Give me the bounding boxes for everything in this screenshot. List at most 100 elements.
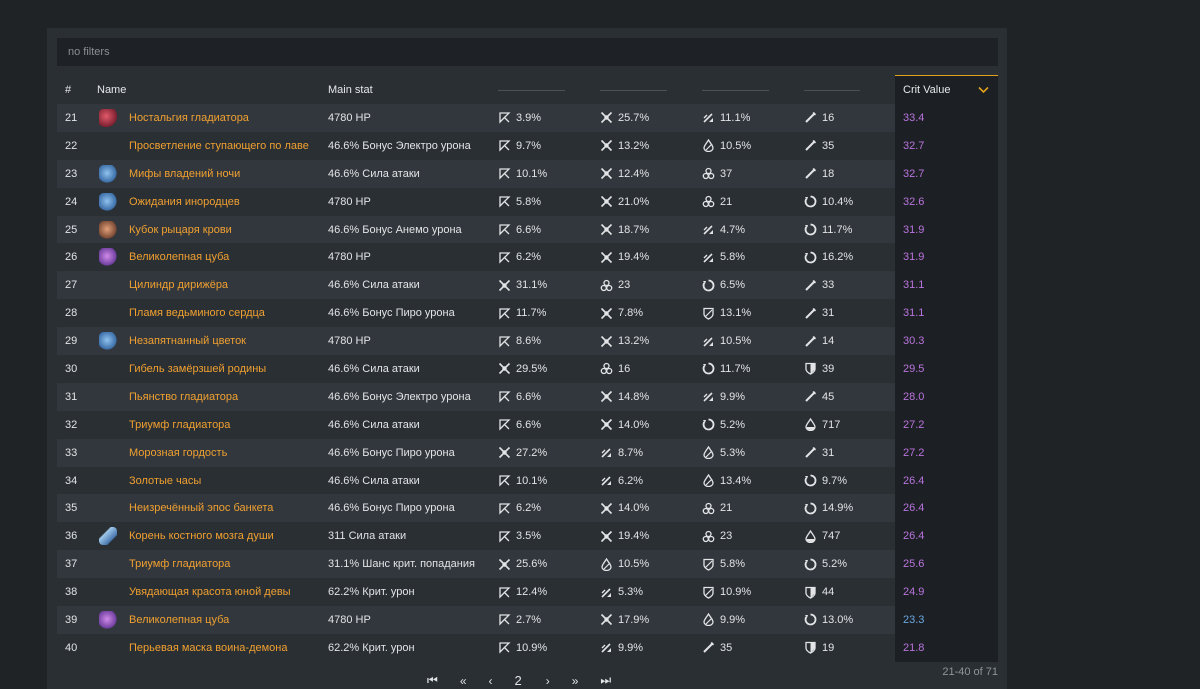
- col-header-substat-3[interactable]: [702, 76, 804, 105]
- substat-value: 8.7%: [618, 446, 644, 459]
- artifact-name-cell[interactable]: Ностальгия гладиатора: [97, 104, 328, 132]
- current-page[interactable]: 2: [514, 673, 522, 688]
- artifact-name-cell[interactable]: Пьянство гладиатора: [97, 382, 328, 411]
- last-page-button[interactable]: ⏭: [600, 673, 612, 687]
- substat-value: 35: [822, 139, 835, 152]
- artifact-name[interactable]: Гибель замёрзшей родины: [129, 362, 267, 375]
- artifact-name-cell[interactable]: Незапятнанный цветок: [97, 327, 328, 356]
- artifact-name-cell[interactable]: Цилиндр дирижёра: [97, 271, 328, 300]
- row-number: 22: [57, 131, 97, 160]
- substat-value: 23: [618, 279, 631, 292]
- col-header-main-stat[interactable]: Main stat: [328, 83, 373, 96]
- artifact-name[interactable]: Пламя ведьминого сердца: [129, 307, 265, 320]
- table-row[interactable]: 23 Мифы владений ночи 46.6% Сила атаки 10.1…: [57, 159, 998, 188]
- artifact-name-cell[interactable]: Золотые часы: [97, 466, 328, 495]
- table-row[interactable]: 21 Ностальгия гладиатора 4780 HP 3.9% 25.7% 1…: [57, 104, 998, 132]
- col-header-substat-2[interactable]: [600, 76, 702, 105]
- artifact-name[interactable]: Увядающая красота юной девы: [129, 586, 291, 599]
- next-fast-button[interactable]: »: [571, 673, 579, 688]
- col-header-number[interactable]: #: [65, 83, 72, 96]
- artifact-name-cell[interactable]: Морозная гордость: [97, 438, 328, 467]
- substat-value: 747: [822, 530, 841, 543]
- substat-value: 13.1%: [720, 307, 752, 320]
- table-row[interactable]: 40 Перьевая маска воина-демона 62.2% Крит.…: [57, 633, 998, 662]
- artifact-name[interactable]: Великолепная цуба: [129, 251, 230, 264]
- crit-dmg-icon: [600, 139, 618, 152]
- table-row[interactable]: 29 Незапятнанный цветок 4780 HP 8.6% 13.2% 10…: [57, 327, 998, 356]
- table-row[interactable]: 30 Гибель замёрзшей родины 46.6% Сила атак…: [57, 355, 998, 383]
- crit-dmg-icon: [600, 335, 618, 348]
- table-row[interactable]: 24 Ожидания инородцев 4780 HP 5.8% 21.0% 21 10…: [57, 187, 998, 216]
- artifact-name-cell[interactable]: Увядающая красота юной девы: [97, 578, 328, 607]
- col-header-crit-value[interactable]: Crit Value: [895, 75, 998, 104]
- def-icon: [804, 362, 822, 376]
- table-row[interactable]: 35 Неизречённый эпос банкета 46.6% Бонус П…: [57, 494, 998, 523]
- artifact-name-cell[interactable]: Просветление ступающего по лаве: [97, 131, 328, 160]
- table-row[interactable]: 37 Триумф гладиатора 31.1% Шанс крит. попа…: [57, 550, 998, 579]
- artifact-name-cell[interactable]: Великолепная цуба: [97, 243, 328, 272]
- col-header-name[interactable]: Name: [97, 83, 127, 96]
- artifact-name[interactable]: Просветление ступающего по лаве: [129, 139, 309, 152]
- artifact-name-cell[interactable]: Мифы владений ночи: [97, 159, 328, 188]
- artifact-name-cell[interactable]: Ожидания инородцев: [97, 187, 328, 216]
- table-row[interactable]: 38 Увядающая красота юной девы 62.2% Крит.…: [57, 578, 998, 607]
- artifact-name-cell[interactable]: Триумф гладиатора: [97, 410, 328, 439]
- artifacts-table: # Name Main stat Crit Value 21 Ностальгия…: [57, 75, 998, 662]
- artifact-name-cell[interactable]: Гибель замёрзшей родины: [97, 355, 328, 383]
- table-row[interactable]: 28 Пламя ведьминого сердца 46.6% Бонус Пир…: [57, 299, 998, 328]
- artifact-name[interactable]: Великолепная цуба: [129, 613, 230, 626]
- artifact-name-cell[interactable]: Триумф гладиатора: [97, 550, 328, 579]
- artifact-name[interactable]: Кубок рыцаря крови: [129, 223, 232, 236]
- artifact-name-cell[interactable]: Кубок рыцаря крови: [97, 215, 328, 244]
- substat-value: 25.6%: [516, 558, 548, 571]
- col-header-substat-4[interactable]: [804, 76, 895, 105]
- first-page-button[interactable]: ⏮: [427, 673, 438, 687]
- atk-percent-icon: [702, 362, 720, 375]
- artifact-name[interactable]: Пьянство гладиатора: [129, 390, 239, 403]
- prev-fast-button[interactable]: «: [459, 673, 467, 688]
- artifact-name[interactable]: Неизречённый эпос банкета: [129, 502, 274, 515]
- artifact-name-cell[interactable]: Корень костного мозга души: [97, 522, 328, 551]
- artifact-name[interactable]: Триумф гладиатора: [129, 558, 231, 571]
- table-row[interactable]: 32 Триумф гладиатора 46.6% Сила атаки 6.6% 1…: [57, 410, 998, 439]
- substat-value: 37: [720, 167, 733, 180]
- crit-value: 27.2: [895, 410, 998, 439]
- col-header-substat-1[interactable]: [498, 76, 600, 105]
- artifact-name[interactable]: Ностальгия гладиатора: [129, 111, 249, 124]
- prev-page-button[interactable]: ‹: [488, 673, 493, 688]
- artifact-name-cell[interactable]: Неизречённый эпос банкета: [97, 494, 328, 523]
- crit-value: 32.7: [895, 131, 998, 160]
- table-row[interactable]: 27 Цилиндр дирижёра 46.6% Сила атаки 31.1% 2…: [57, 271, 998, 300]
- artifact-name[interactable]: Корень костного мозга души: [129, 530, 274, 543]
- page-range: 21-40 of 71: [942, 666, 998, 678]
- filter-bar[interactable]: no filters: [57, 38, 998, 66]
- table-row[interactable]: 36 Корень костного мозга души 311 Сила ата…: [57, 522, 998, 551]
- artifact-name[interactable]: Золотые часы: [129, 474, 202, 487]
- table-row[interactable]: 39 Великолепная цуба 4780 HP 2.7% 17.9% 9.9% 1…: [57, 606, 998, 634]
- artifact-name[interactable]: Триумф гладиатора: [129, 418, 231, 431]
- artifact-name-cell[interactable]: Перьевая маска воина-демона: [97, 633, 328, 662]
- artifact-name-cell[interactable]: Великолепная цуба: [97, 606, 328, 634]
- main-stat: 46.6% Сила атаки: [328, 410, 498, 439]
- table-row[interactable]: 25 Кубок рыцаря крови 46.6% Бонус Анемо ур…: [57, 215, 998, 244]
- next-page-button[interactable]: ›: [545, 673, 550, 688]
- artifact-name[interactable]: Незапятнанный цветок: [129, 335, 246, 348]
- substat-cell: 3.9%: [498, 104, 600, 132]
- hp-icon: [804, 418, 822, 432]
- artifact-name[interactable]: Цилиндр дирижёра: [129, 279, 229, 292]
- substat-cell: 12.4%: [498, 578, 600, 607]
- table-row[interactable]: 31 Пьянство гладиатора 46.6% Бонус Электро…: [57, 382, 998, 411]
- table-row[interactable]: 33 Морозная гордость 46.6% Бонус Пиро урон…: [57, 438, 998, 467]
- artifact-name[interactable]: Мифы владений ночи: [129, 167, 241, 180]
- artifact-name-cell[interactable]: Пламя ведьминого сердца: [97, 299, 328, 328]
- crit-value: 25.6: [895, 550, 998, 579]
- artifact-name[interactable]: Морозная гордость: [129, 446, 228, 459]
- artifact-icon: [99, 555, 117, 573]
- artifact-name[interactable]: Перьевая маска воина-демона: [129, 641, 288, 654]
- table-row[interactable]: 22 Просветление ступающего по лаве 46.6% Б…: [57, 131, 998, 160]
- substat-cell: 10.9%: [702, 578, 804, 607]
- table-row[interactable]: 26 Великолепная цуба 4780 HP 6.2% 19.4% 5.8% 1…: [57, 243, 998, 272]
- artifact-name[interactable]: Ожидания инородцев: [129, 195, 240, 208]
- substat-value: 9.7%: [822, 474, 848, 487]
- table-row[interactable]: 34 Золотые часы 46.6% Сила атаки 10.1% 6.2% 1…: [57, 466, 998, 495]
